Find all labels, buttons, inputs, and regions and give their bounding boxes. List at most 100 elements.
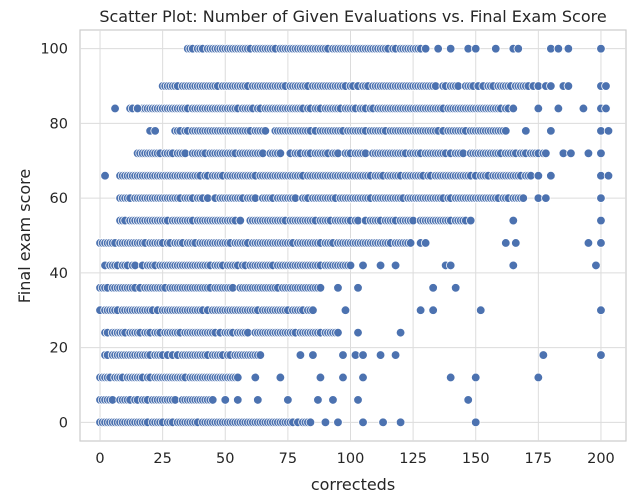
data-point	[100, 171, 110, 181]
data-point	[596, 238, 606, 248]
data-point	[508, 103, 518, 114]
data-point	[533, 372, 544, 383]
data-point	[345, 260, 356, 271]
data-point	[451, 283, 461, 293]
data-point	[415, 305, 426, 315]
data-point	[358, 372, 368, 383]
x-tick-label: 50	[216, 451, 234, 467]
plot-frame	[79, 29, 627, 442]
data-point	[541, 193, 551, 203]
data-point	[508, 260, 518, 271]
y-tick-label: 80	[50, 116, 68, 132]
data-point	[491, 44, 501, 54]
data-point	[471, 417, 481, 427]
data-point	[253, 395, 263, 405]
data-point	[315, 372, 326, 383]
data-point	[601, 81, 611, 91]
x-tick-label: 200	[587, 451, 615, 467]
data-point	[395, 327, 406, 338]
data-point	[250, 372, 260, 383]
data-point	[378, 417, 388, 427]
data-point	[508, 215, 518, 226]
data-point	[471, 44, 481, 54]
data-point	[110, 103, 120, 114]
data-point	[390, 260, 401, 271]
data-point	[603, 126, 614, 136]
data-point	[295, 350, 306, 360]
data-point	[420, 238, 431, 248]
data-point	[305, 417, 316, 427]
y-axis-label: Final exam score	[15, 169, 34, 303]
data-point	[563, 44, 574, 54]
data-point	[333, 327, 343, 338]
data-point	[428, 305, 438, 315]
data-point	[546, 126, 556, 136]
data-point	[603, 171, 614, 181]
x-tick-label: 75	[279, 451, 297, 467]
data-point	[538, 350, 549, 360]
data-point	[358, 417, 368, 427]
data-point	[132, 103, 143, 114]
data-point	[340, 305, 351, 315]
data-point	[446, 372, 456, 383]
data-point	[353, 395, 363, 405]
data-point	[596, 193, 606, 203]
data-point	[308, 350, 318, 360]
data-point	[358, 350, 368, 360]
chart-title: Scatter Plot: Number of Given Evaluation…	[99, 7, 606, 26]
y-tick-label: 60	[50, 191, 68, 207]
x-tick-label: 100	[337, 451, 365, 467]
data-point	[601, 103, 611, 114]
y-ticks: 0 20 40 60 80 100	[40, 42, 68, 432]
y-tick-label: 100	[40, 42, 68, 58]
data-point	[283, 395, 293, 405]
y-tick-label: 40	[50, 266, 68, 282]
data-point	[501, 238, 511, 248]
x-tick-label: 25	[153, 451, 171, 467]
data-point	[596, 148, 606, 158]
data-point	[255, 350, 266, 360]
data-point	[511, 238, 521, 248]
data-point	[433, 44, 443, 54]
data-point	[471, 372, 481, 383]
data-point	[235, 215, 245, 226]
data-point	[233, 372, 243, 383]
data-point	[583, 238, 594, 248]
data-point	[328, 395, 338, 405]
x-tick-label: 150	[462, 451, 490, 467]
data-point	[375, 260, 386, 271]
data-point	[333, 417, 343, 427]
data-point	[596, 350, 606, 360]
data-point	[353, 283, 363, 293]
data-point	[553, 44, 564, 54]
data-point	[315, 283, 326, 293]
data-point	[275, 148, 286, 158]
data-point	[405, 238, 416, 248]
data-point	[260, 126, 271, 136]
data-point	[501, 126, 511, 136]
data-point	[338, 372, 348, 383]
data-point	[546, 81, 556, 91]
data-point	[533, 103, 544, 114]
data-point	[375, 350, 386, 360]
data-point	[420, 44, 431, 54]
data-point	[566, 148, 576, 158]
data-point	[313, 395, 323, 405]
data-point	[518, 193, 528, 203]
data-point	[596, 215, 606, 226]
data-point	[428, 283, 438, 293]
data-point	[220, 395, 230, 405]
data-point	[275, 372, 286, 383]
data-point	[358, 260, 368, 271]
data-points	[95, 44, 614, 427]
x-tick-label: 0	[95, 451, 104, 467]
data-point	[583, 148, 594, 158]
data-point	[208, 395, 218, 405]
data-point	[320, 417, 331, 427]
data-point	[233, 395, 243, 405]
y-tick-label: 20	[50, 341, 68, 357]
data-point	[390, 350, 401, 360]
data-point	[578, 103, 589, 114]
data-point	[553, 103, 564, 114]
